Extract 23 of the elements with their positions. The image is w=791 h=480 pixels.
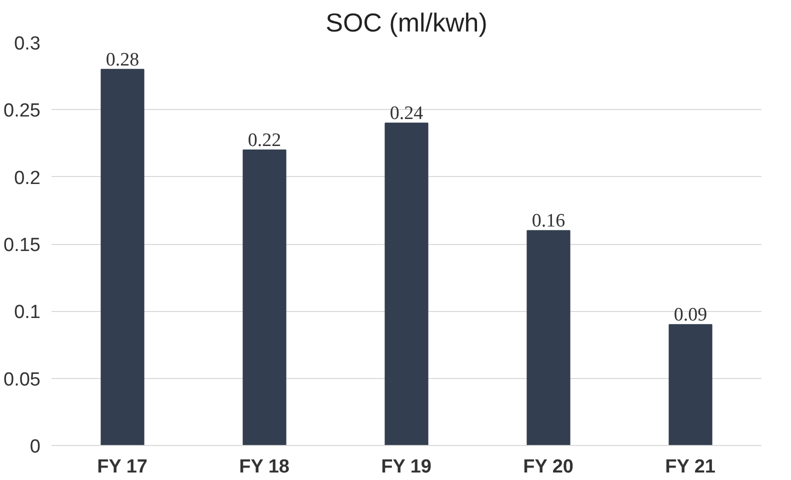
bar <box>384 122 428 446</box>
x-tick-label: FY 20 <box>523 456 574 478</box>
data-label: 0.16 <box>532 210 566 232</box>
y-tick-label: 0.2 <box>14 168 41 189</box>
bar <box>242 149 286 446</box>
y-tick-label: 0.05 <box>4 369 41 390</box>
bar <box>526 230 570 446</box>
bar <box>668 324 712 446</box>
y-tick-label: 0.3 <box>14 34 41 54</box>
y-tick-label: 0.15 <box>4 235 41 256</box>
data-label: 0.28 <box>106 49 140 70</box>
y-tick-label: 0.1 <box>14 302 41 324</box>
data-label: 0.09 <box>674 304 708 326</box>
data-label: 0.22 <box>248 130 282 151</box>
x-tick-label: FY 18 <box>239 456 290 478</box>
y-tick-label: 0.25 <box>4 100 41 122</box>
x-tick-label: FY 21 <box>665 456 716 478</box>
chart-title: SOC (ml/kwh) <box>326 8 488 38</box>
x-tick-label: FY 17 <box>97 456 148 478</box>
x-tick-label: FY 19 <box>381 456 432 478</box>
bar <box>100 68 144 446</box>
y-tick-label: 0 <box>30 436 41 458</box>
data-label: 0.24 <box>390 103 424 124</box>
